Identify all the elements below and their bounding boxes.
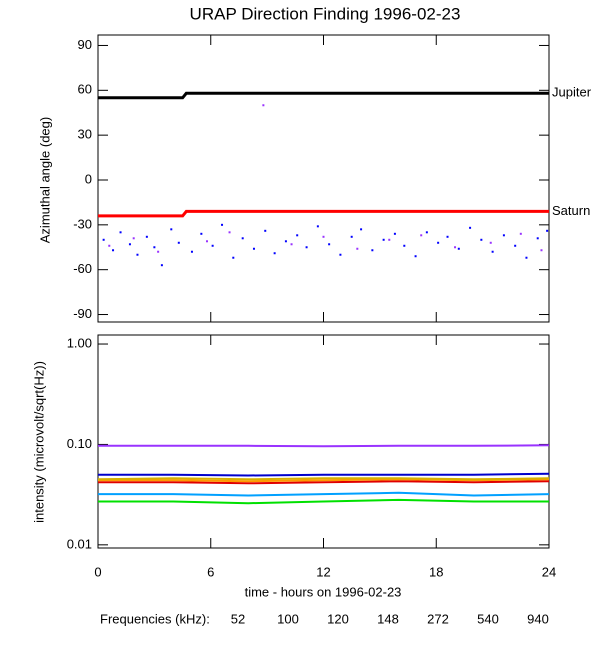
y-tick-label: -90 bbox=[73, 306, 92, 321]
y-tick-label: 90 bbox=[78, 37, 92, 52]
series-line bbox=[98, 498, 549, 505]
y-tick-label: 0.01 bbox=[67, 536, 92, 551]
series-label: Jupiter bbox=[552, 85, 592, 100]
y-tick-label: 30 bbox=[78, 127, 92, 142]
data-point bbox=[454, 246, 457, 249]
x-tick-label: 18 bbox=[429, 564, 443, 579]
data-point bbox=[262, 104, 265, 107]
data-point bbox=[540, 249, 543, 252]
x-axis-label: time - hours on 1996-02-23 bbox=[245, 584, 402, 599]
data-point bbox=[136, 253, 139, 256]
data-point bbox=[322, 235, 325, 238]
data-point bbox=[356, 247, 359, 250]
series-label: Saturn bbox=[552, 203, 590, 218]
y-axis-label: intensity (microvolt/sqrt(Hz)) bbox=[31, 361, 46, 523]
data-point bbox=[425, 231, 428, 234]
data-point bbox=[102, 238, 105, 241]
legend-label: 100 bbox=[277, 611, 299, 626]
data-point bbox=[128, 243, 131, 246]
series-line bbox=[98, 209, 549, 218]
data-point bbox=[112, 249, 115, 252]
y-tick-label: 60 bbox=[78, 82, 92, 97]
data-point bbox=[420, 234, 423, 237]
series-line bbox=[98, 472, 550, 477]
data-point bbox=[290, 243, 293, 246]
data-point bbox=[388, 238, 391, 241]
legend-title: Frequencies (kHz): bbox=[100, 611, 210, 626]
data-point bbox=[119, 231, 122, 234]
data-point bbox=[489, 241, 492, 244]
legend-label: 540 bbox=[477, 611, 499, 626]
data-point bbox=[525, 256, 528, 259]
series-line bbox=[98, 480, 550, 485]
data-point bbox=[371, 249, 374, 252]
data-point bbox=[296, 234, 299, 237]
data-point bbox=[502, 234, 505, 237]
data-point bbox=[414, 255, 417, 258]
data-point bbox=[469, 226, 472, 229]
legend-label: 272 bbox=[427, 611, 449, 626]
data-point bbox=[360, 228, 363, 231]
legend-label: 52 bbox=[231, 611, 245, 626]
y-axis-label: Azimuthal angle (deg) bbox=[37, 117, 52, 243]
data-point bbox=[170, 228, 173, 231]
data-point bbox=[328, 243, 331, 246]
x-tick-label: 6 bbox=[207, 564, 214, 579]
data-point bbox=[437, 241, 440, 244]
data-point bbox=[211, 244, 214, 247]
data-point bbox=[284, 240, 287, 243]
data-point bbox=[480, 238, 483, 241]
data-point bbox=[160, 264, 163, 267]
series-line bbox=[98, 444, 550, 448]
data-point bbox=[132, 237, 135, 240]
y-tick-label: 1.00 bbox=[67, 335, 92, 350]
plot-frame bbox=[97, 334, 550, 549]
data-point bbox=[519, 232, 522, 235]
chart-title: URAP Direction Finding 1996-02-23 bbox=[190, 4, 461, 23]
data-point bbox=[232, 256, 235, 259]
data-point bbox=[157, 250, 160, 253]
data-point bbox=[153, 246, 156, 249]
data-point bbox=[403, 244, 406, 247]
data-point bbox=[241, 237, 244, 240]
data-point bbox=[546, 229, 549, 232]
series-line bbox=[97, 477, 550, 481]
data-point bbox=[145, 235, 148, 238]
data-point bbox=[305, 246, 308, 249]
data-point bbox=[446, 235, 449, 238]
x-tick-label: 24 bbox=[542, 564, 556, 579]
data-point bbox=[252, 247, 255, 250]
legend-label: 120 bbox=[327, 611, 349, 626]
plot-frame bbox=[97, 34, 550, 323]
y-tick-label: 0.10 bbox=[67, 436, 92, 451]
data-point bbox=[205, 240, 208, 243]
data-point bbox=[273, 252, 276, 255]
data-point bbox=[264, 229, 267, 232]
data-point bbox=[514, 244, 517, 247]
data-point bbox=[316, 225, 319, 228]
y-tick-label: -30 bbox=[73, 216, 92, 231]
x-tick-label: 0 bbox=[94, 564, 101, 579]
data-point bbox=[108, 244, 111, 247]
data-point bbox=[393, 232, 396, 235]
series-line bbox=[98, 91, 549, 100]
series-line bbox=[98, 491, 550, 497]
data-point bbox=[228, 231, 231, 234]
data-point bbox=[350, 235, 353, 238]
legend-label: 940 bbox=[527, 611, 549, 626]
data-point bbox=[200, 232, 203, 235]
y-tick-label: -60 bbox=[73, 261, 92, 276]
y-tick-label: 0 bbox=[85, 171, 92, 186]
data-point bbox=[221, 223, 224, 226]
data-point bbox=[536, 237, 539, 240]
legend-label: 148 bbox=[377, 611, 399, 626]
data-point bbox=[491, 250, 494, 253]
data-point bbox=[339, 253, 342, 256]
data-point bbox=[190, 250, 193, 253]
data-point bbox=[457, 247, 460, 250]
data-point bbox=[177, 241, 180, 244]
x-tick-label: 12 bbox=[316, 564, 330, 579]
data-point bbox=[382, 238, 385, 241]
